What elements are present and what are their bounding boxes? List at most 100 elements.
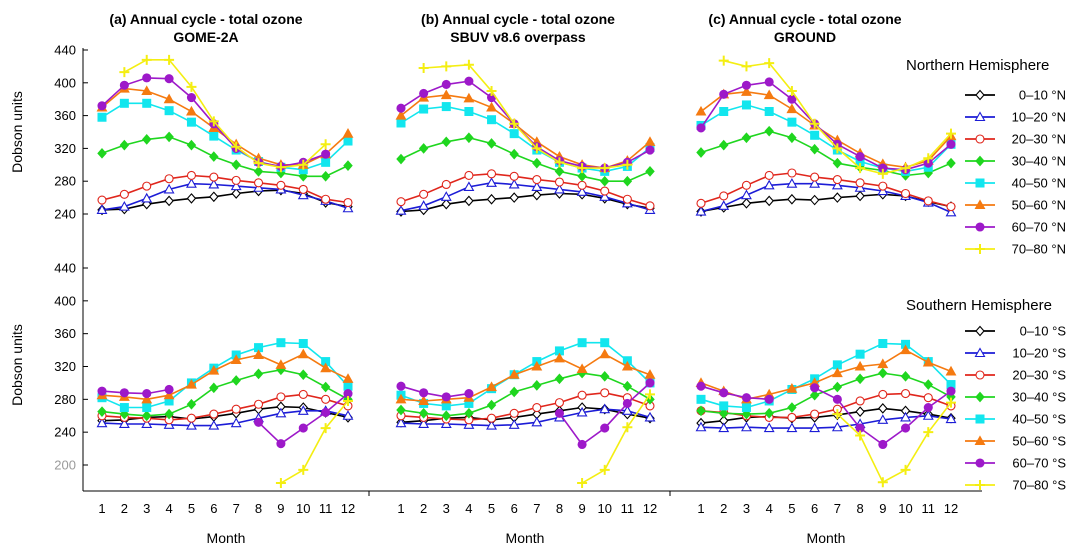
- data-point-30-40-m9: [577, 170, 587, 182]
- data-point-50-60-m11: [320, 362, 332, 373]
- data-point-50-60-m12: [342, 373, 354, 383]
- series-40-50: [396, 338, 655, 411]
- series-line-20-30: [700, 172, 952, 208]
- series-0-10: [97, 401, 353, 427]
- data-point-50-60-m8: [253, 349, 264, 360]
- data-point-20-30-m4: [464, 170, 474, 181]
- data-point-10-20-m5: [786, 422, 798, 433]
- data-point-30-40-m8: [253, 368, 264, 380]
- data-point-50-60-m2: [418, 395, 430, 406]
- y-tick-label: 240: [54, 207, 76, 222]
- data-point-20-30-m9: [577, 390, 587, 400]
- panel-c-subtitle: GROUND: [774, 29, 836, 45]
- data-point-10-20-m7: [230, 180, 242, 191]
- data-point-40-50-m9: [276, 338, 286, 348]
- data-point-50-60-m9: [877, 358, 889, 369]
- data-point-10-20-m9: [576, 186, 588, 196]
- data-point-60-70-m3: [142, 73, 152, 83]
- data-point-10-20-m12: [342, 410, 354, 420]
- data-point-10-20-m12: [945, 206, 957, 217]
- legend-northern: 0–10 °N 10–20 °N 20–30 °N 30–40 °N 40–50 °N 5…: [965, 88, 1066, 257]
- legend-label: 50–60 °N: [1012, 198, 1066, 213]
- data-point-70-80-m3: [141, 54, 152, 65]
- data-point-10-20-m12: [342, 202, 354, 213]
- data-point-20-30-m8: [554, 398, 565, 408]
- x-tick-label: 11: [922, 501, 936, 516]
- data-point-70-80-m6: [509, 118, 520, 129]
- legend-marker: [975, 134, 985, 144]
- series-line-10-20: [101, 410, 349, 427]
- data-point-30-40-m4: [464, 132, 474, 144]
- legend-label: 40–50 °S: [1012, 412, 1066, 427]
- data-point-10-20-m6: [809, 178, 821, 188]
- data-point-30-40-m2: [119, 139, 130, 151]
- data-point-60-70-m11: [622, 398, 632, 408]
- data-point-20-30-m9: [878, 389, 888, 399]
- x-tick-label: 4: [766, 501, 773, 516]
- data-point-40-50-m10: [600, 338, 610, 348]
- data-point-50-60-m5: [786, 383, 798, 393]
- data-point-30-40-m1: [696, 405, 706, 417]
- series-line-10-20: [400, 408, 651, 427]
- data-point-40-50-m10: [298, 339, 308, 349]
- data-point-0-10-m3: [441, 198, 452, 210]
- data-point-20-30-m3: [142, 181, 152, 191]
- data-point-30-40-m10: [599, 175, 610, 187]
- y-tick-label: 320: [54, 141, 76, 156]
- data-point-10-20-m6: [508, 178, 520, 189]
- legend-label: 40–50 °N: [1012, 176, 1066, 191]
- data-point-30-40-m3: [141, 410, 152, 422]
- data-point-20-30-m12: [645, 201, 655, 211]
- data-point-10-20-m4: [463, 181, 475, 191]
- data-point-30-40-m10: [599, 371, 610, 382]
- series-50-60: [395, 348, 656, 406]
- data-point-70-80-m4: [164, 54, 175, 65]
- data-point-30-40-m5: [186, 139, 197, 151]
- data-point-70-80-m2: [718, 55, 729, 66]
- series-20-30: [696, 168, 956, 212]
- data-point-50-60-m4: [163, 93, 175, 104]
- panel-0: [96, 54, 354, 216]
- data-point-50-60-m10: [900, 344, 911, 355]
- x-tick-label: 8: [255, 501, 262, 516]
- data-point-0-10-m6: [809, 194, 820, 206]
- data-point-30-40-m11: [923, 379, 934, 390]
- data-point-20-30-m10: [900, 389, 911, 399]
- legend-label: 70–80 °S: [1012, 478, 1066, 493]
- x-tick-label: 2: [121, 501, 128, 516]
- x-tick-label: 3: [443, 501, 450, 516]
- data-point-30-40-m6: [509, 386, 519, 398]
- panel-a-title: (a) Annual cycle - total ozone: [109, 11, 302, 27]
- legend-item-50-60: 50–60 °S: [965, 434, 1066, 449]
- legend-item-0-10: 0–10 °S: [965, 324, 1066, 339]
- y-tick-label: 400: [54, 75, 76, 90]
- data-point-10-20-m9: [576, 406, 588, 417]
- data-point-10-20-m2: [418, 200, 430, 210]
- data-point-10-20-m4: [763, 179, 775, 190]
- data-point-70-80-m11: [320, 423, 331, 434]
- legend-item-70-80: 70–80 °S: [965, 478, 1066, 493]
- data-point-40-50-m5: [787, 117, 797, 127]
- data-point-20-30-m10: [900, 188, 911, 199]
- legend-item-70-80: 70–80 °N: [965, 242, 1066, 257]
- data-point-20-30-m4: [764, 170, 774, 181]
- data-point-10-20-m4: [763, 422, 775, 433]
- data-point-20-30-m12: [343, 197, 353, 208]
- data-point-20-30-m10: [298, 389, 308, 399]
- data-point-60-70-m12: [645, 378, 655, 388]
- plot-layer: [96, 54, 957, 489]
- data-point-60-70-m1: [696, 123, 706, 133]
- series-line-50-60: [101, 87, 349, 166]
- data-point-30-40-m5: [787, 402, 797, 413]
- data-point-40-50-m2: [119, 98, 129, 108]
- data-point-50-60-m9: [576, 363, 588, 374]
- y-tick-label: 320: [54, 359, 76, 374]
- data-point-20-30-m1: [396, 197, 406, 207]
- data-point-40-50-m1: [696, 394, 706, 404]
- legend-label: 70–80 °N: [1012, 242, 1066, 257]
- data-point-60-70-m4: [764, 394, 774, 404]
- data-point-0-10-m5: [486, 193, 497, 205]
- data-point-30-40-m8: [855, 373, 865, 385]
- data-point-10-20-m10: [297, 405, 309, 415]
- series-60-70: [696, 381, 956, 450]
